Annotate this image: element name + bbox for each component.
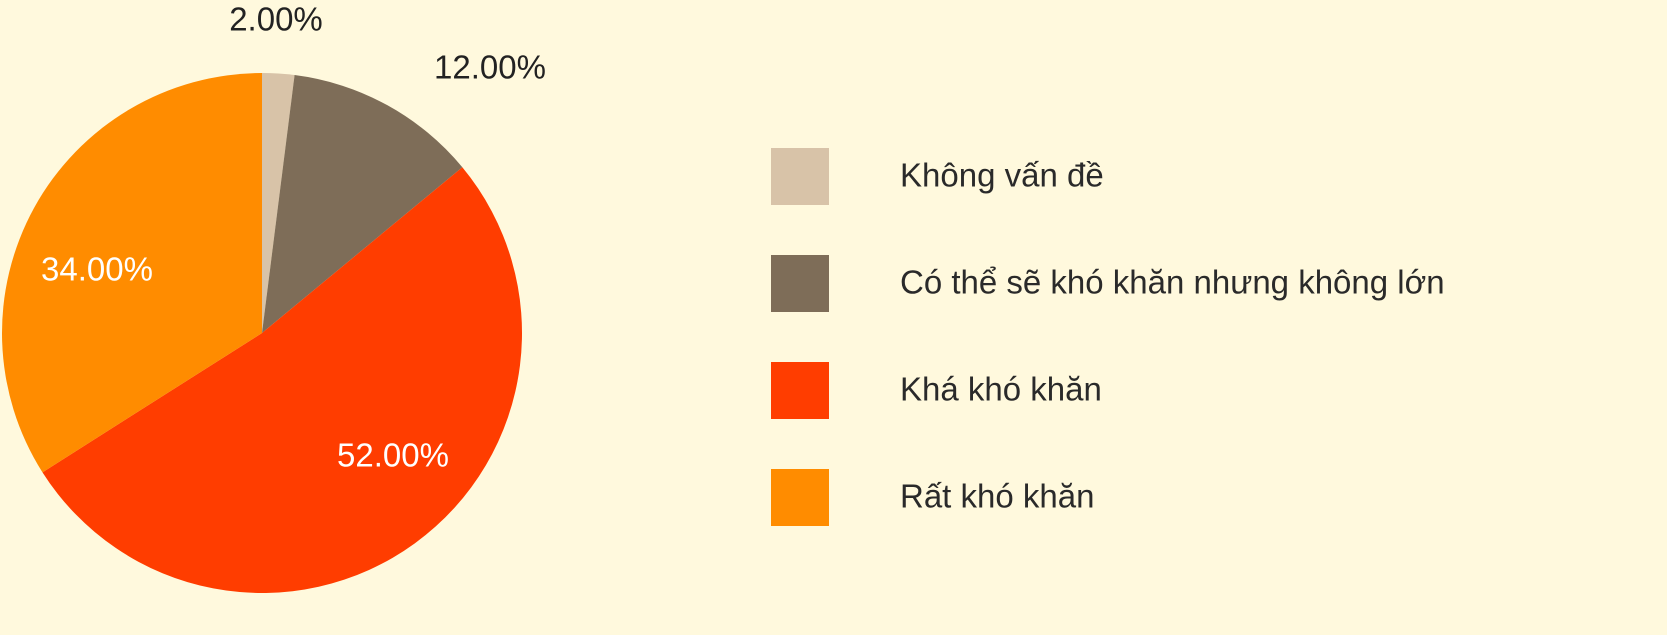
data-label: 2.00% — [229, 1, 323, 38]
pie-slice — [262, 73, 295, 333]
pie-slice — [42, 167, 523, 594]
legend-swatch — [771, 362, 829, 419]
pie-slice — [262, 75, 463, 334]
legend-swatch — [771, 255, 829, 312]
legend-swatch — [771, 148, 829, 205]
legend-label: Khá khó khăn — [900, 371, 1102, 408]
data-label: 34.00% — [41, 251, 153, 288]
data-label: 52.00% — [337, 437, 449, 474]
legend-swatch — [771, 469, 829, 526]
legend-label: Rất khó khăn — [900, 478, 1094, 515]
pie-slice — [2, 73, 263, 473]
legend-label: Có thể sẽ khó khăn nhưng không lớn — [900, 264, 1445, 301]
data-label: 12.00% — [434, 49, 546, 86]
legend-label: Không vấn đề — [900, 157, 1104, 194]
